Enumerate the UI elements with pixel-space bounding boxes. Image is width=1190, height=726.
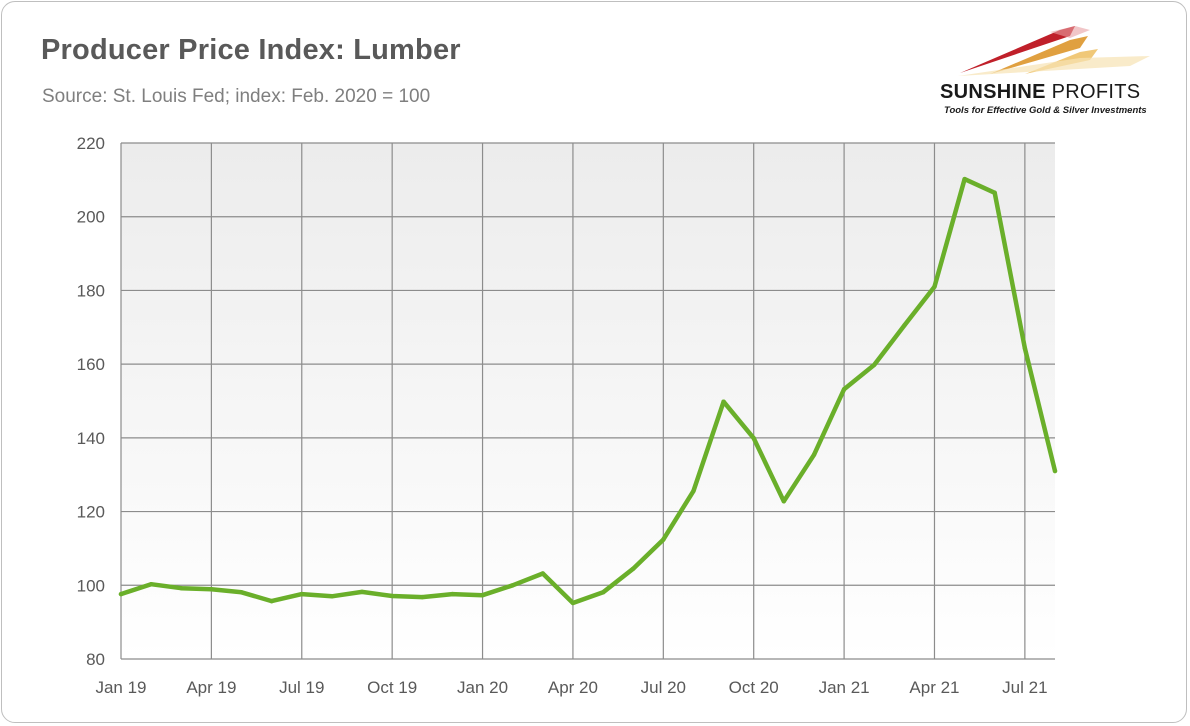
x-axis-labels: Jan 19 Apr 19 Jul 19 Oct 19 Jan 20 Apr 20 Jul … — [95, 678, 1047, 697]
y-tick-label: 160 — [77, 355, 105, 374]
y-tick-label: 180 — [77, 281, 105, 300]
y-tick-label: 140 — [77, 429, 105, 448]
data-point — [1022, 346, 1028, 351]
series-line — [118, 176, 1058, 606]
x-tick-label: Oct 19 — [367, 678, 417, 697]
data-point — [721, 399, 726, 404]
data-point — [1052, 468, 1058, 474]
data-point — [872, 362, 877, 368]
chart-title: Producer Price Index: Lumber — [41, 34, 461, 66]
x-tick-label: Oct 20 — [729, 678, 779, 697]
y-tick-label: 120 — [77, 503, 105, 522]
data-point — [811, 452, 817, 458]
data-point — [480, 593, 485, 598]
data-point — [932, 284, 937, 289]
data-point — [359, 589, 365, 595]
gridlines — [120, 142, 1055, 660]
x-tick-label: Apr 20 — [548, 678, 598, 697]
data-point — [630, 566, 636, 571]
data-point — [962, 176, 967, 182]
data-point — [148, 581, 154, 587]
y-tick-label: 80 — [86, 650, 105, 669]
data-point — [329, 594, 335, 599]
logo-rays-icon — [958, 26, 1150, 76]
data-point — [600, 590, 606, 595]
data-point — [239, 590, 244, 595]
data-point — [540, 571, 546, 576]
data-point — [661, 537, 666, 542]
x-tick-label: Jul 21 — [1002, 678, 1047, 697]
logo-tagline: Tools for Effective Gold & Silver Invest… — [944, 105, 1147, 116]
x-tick-label: Apr 21 — [909, 678, 959, 697]
data-point — [450, 591, 455, 597]
data-point — [269, 598, 274, 604]
x-tick-label: Apr 19 — [186, 678, 236, 697]
logo-wordmark: SUNSHINE PROFITS — [940, 81, 1140, 104]
y-tick-label: 100 — [77, 576, 105, 595]
x-tick-label: Jul 20 — [641, 678, 686, 697]
data-point — [179, 586, 184, 591]
data-point — [118, 591, 124, 597]
data-point — [510, 583, 515, 588]
data-point — [751, 436, 756, 441]
data-point — [902, 323, 907, 328]
logo-name-bold: SUNSHINE — [940, 81, 1046, 103]
data-point — [570, 600, 576, 606]
data-point — [841, 387, 847, 392]
data-point — [299, 591, 304, 597]
series-layer — [118, 176, 1058, 606]
data-point — [209, 587, 214, 592]
data-point — [691, 488, 696, 494]
x-tick-label: Jul 19 — [279, 678, 324, 697]
data-point — [389, 593, 395, 599]
y-tick-label: 220 — [77, 134, 105, 153]
y-tick-label: 200 — [77, 208, 105, 227]
data-point — [420, 594, 425, 600]
data-point — [781, 499, 787, 504]
logo-name-thin: PROFITS — [1051, 81, 1141, 103]
data-point — [992, 190, 997, 195]
x-tick-label: Jan 20 — [457, 678, 508, 697]
x-tick-label: Jan 19 — [95, 678, 146, 697]
sunshine-profits-logo: SUNSHINE PROFITS Tools for Effective Gol… — [930, 18, 1170, 118]
x-tick-label: Jan 21 — [819, 678, 870, 697]
y-axis-labels: 80 100 120 140 160 180 200 220 — [77, 134, 105, 669]
chart-subtitle: Source: St. Louis Fed; index: Feb. 2020 … — [42, 86, 431, 107]
plot-area — [121, 143, 1055, 659]
